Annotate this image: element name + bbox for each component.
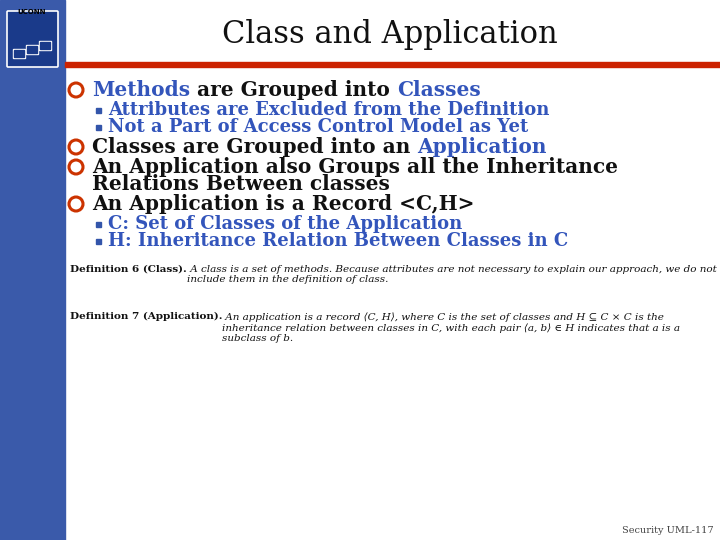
- Bar: [27, 46, 37, 53]
- Text: Security UML-117: Security UML-117: [622, 526, 714, 535]
- Text: Class and Application: Class and Application: [222, 19, 558, 51]
- Text: Definition 7 (Application).: Definition 7 (Application).: [70, 312, 222, 321]
- Bar: [40, 42, 50, 49]
- Text: A class is a set of methods. Because attributes are not necessary to explain our: A class is a set of methods. Because att…: [186, 265, 716, 285]
- FancyBboxPatch shape: [4, 4, 61, 71]
- Text: Attributes are Excluded from the Definition: Attributes are Excluded from the Definit…: [108, 101, 549, 119]
- Text: Relations Between classes: Relations Between classes: [92, 174, 390, 194]
- Text: Methods: Methods: [92, 80, 190, 100]
- Bar: [13, 49, 25, 58]
- Text: An application is a record ⟨C, H⟩, where C is the set of classes and H ⊆ C × C i: An application is a record ⟨C, H⟩, where…: [222, 312, 680, 343]
- Text: H: Inheritance Relation Between Classes in C: H: Inheritance Relation Between Classes …: [108, 232, 568, 250]
- Bar: [96, 221, 101, 226]
- Text: are Grouped into: are Grouped into: [190, 80, 397, 100]
- Bar: [65, 62, 720, 67]
- Text: Classes: Classes: [397, 80, 481, 100]
- Bar: [26, 45, 38, 54]
- Text: Application: Application: [418, 137, 547, 157]
- Bar: [14, 50, 24, 57]
- Bar: [0, 0, 65, 540]
- Bar: [96, 125, 101, 130]
- Text: Classes are Grouped into an: Classes are Grouped into an: [92, 137, 418, 157]
- Bar: [96, 107, 101, 112]
- Text: UCONN: UCONN: [18, 9, 46, 15]
- FancyBboxPatch shape: [7, 11, 58, 67]
- Bar: [96, 239, 101, 244]
- Text: Definition 6 (Class).: Definition 6 (Class).: [70, 265, 186, 274]
- Bar: [39, 41, 51, 50]
- Text: Not a Part of Access Control Model as Yet: Not a Part of Access Control Model as Ye…: [108, 118, 528, 136]
- Text: An Application is a Record <C,H>: An Application is a Record <C,H>: [92, 194, 474, 214]
- Text: An Application also Groups all the Inheritance: An Application also Groups all the Inher…: [92, 157, 618, 177]
- Text: C: Set of Classes of the Application: C: Set of Classes of the Application: [108, 215, 462, 233]
